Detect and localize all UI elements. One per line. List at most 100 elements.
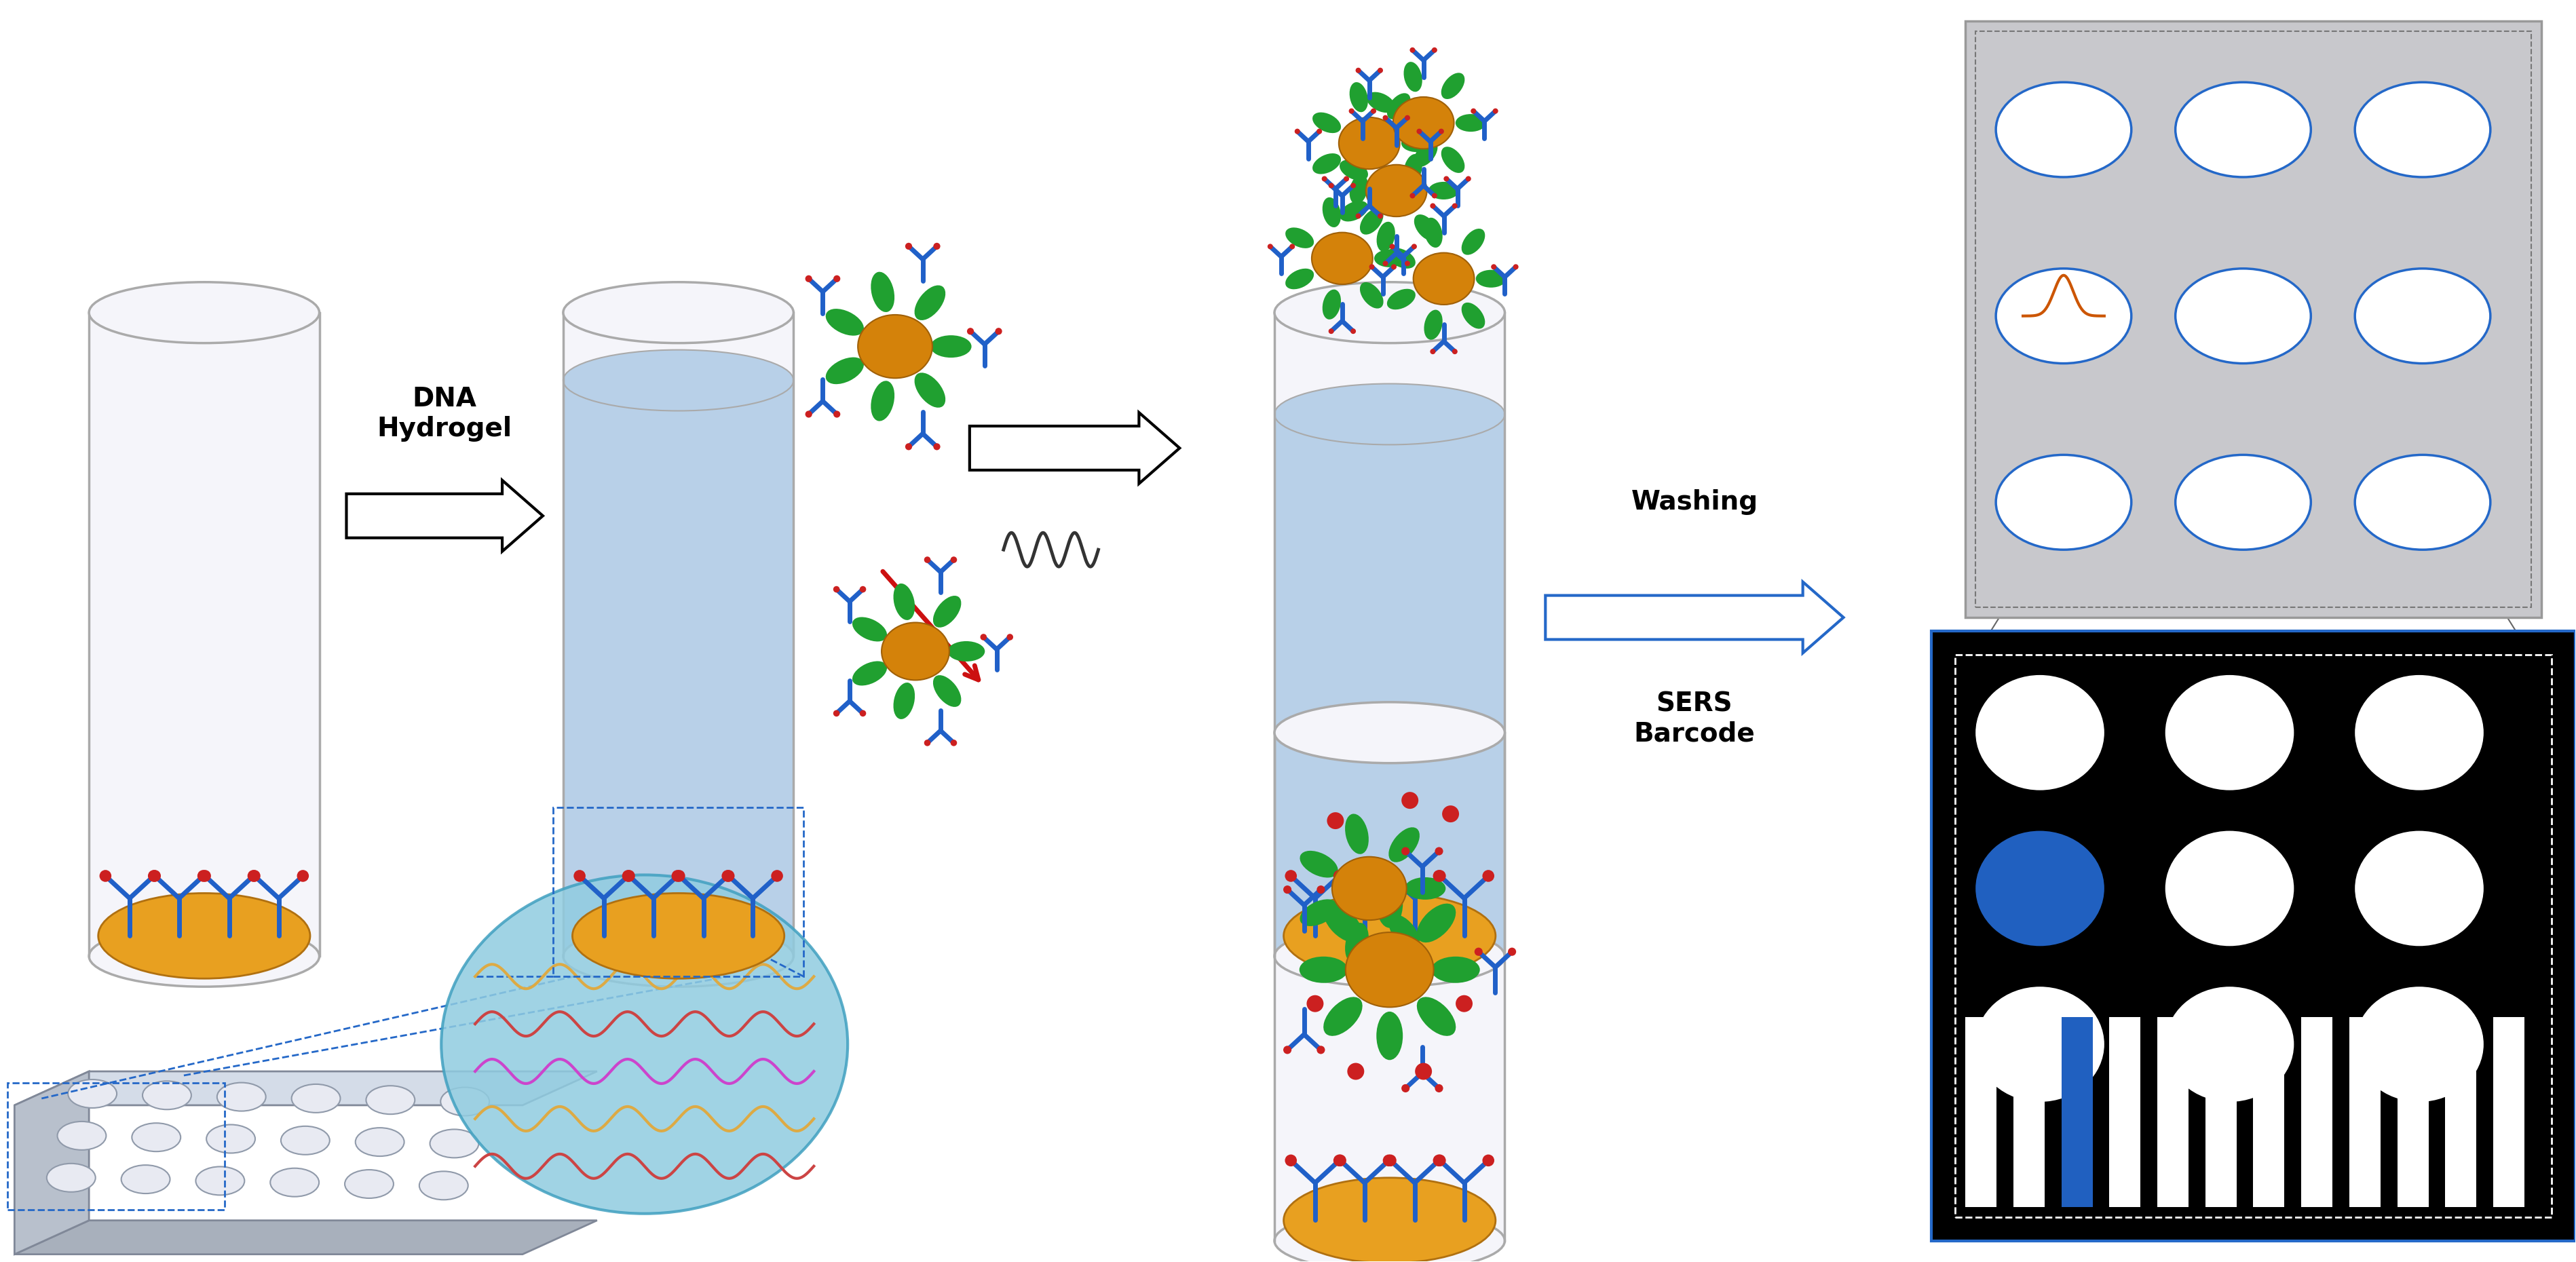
- Ellipse shape: [1409, 193, 1414, 198]
- Ellipse shape: [366, 1085, 415, 1114]
- Ellipse shape: [1283, 886, 1291, 893]
- Ellipse shape: [1285, 227, 1314, 249]
- Ellipse shape: [1435, 870, 1445, 882]
- Ellipse shape: [1996, 454, 2130, 550]
- Ellipse shape: [1283, 1046, 1291, 1054]
- Ellipse shape: [1386, 167, 1412, 193]
- Ellipse shape: [806, 275, 811, 283]
- Ellipse shape: [2166, 675, 2295, 790]
- Ellipse shape: [1368, 264, 1376, 270]
- Ellipse shape: [1324, 997, 1363, 1036]
- Ellipse shape: [1321, 289, 1342, 319]
- Ellipse shape: [881, 622, 951, 680]
- Ellipse shape: [1391, 264, 1396, 270]
- Ellipse shape: [1350, 183, 1355, 188]
- Ellipse shape: [1404, 261, 1409, 266]
- Ellipse shape: [1414, 252, 1473, 304]
- Ellipse shape: [1285, 269, 1314, 289]
- Ellipse shape: [1401, 1084, 1409, 1093]
- Ellipse shape: [1976, 987, 2105, 1102]
- Ellipse shape: [1350, 174, 1368, 204]
- Ellipse shape: [1370, 109, 1376, 114]
- Ellipse shape: [1340, 201, 1368, 222]
- Ellipse shape: [1345, 177, 1350, 182]
- Ellipse shape: [951, 557, 958, 563]
- Ellipse shape: [1432, 48, 1437, 53]
- Ellipse shape: [1298, 957, 1347, 983]
- Ellipse shape: [1417, 997, 1455, 1036]
- Ellipse shape: [1007, 634, 1012, 640]
- Ellipse shape: [57, 1122, 106, 1150]
- Ellipse shape: [2354, 830, 2483, 946]
- Ellipse shape: [904, 242, 912, 250]
- Ellipse shape: [1437, 129, 1445, 134]
- Ellipse shape: [1476, 270, 1507, 288]
- Ellipse shape: [1427, 182, 1458, 199]
- Ellipse shape: [1296, 129, 1301, 134]
- Ellipse shape: [564, 350, 793, 411]
- Ellipse shape: [1334, 870, 1347, 882]
- Ellipse shape: [1435, 847, 1443, 856]
- Ellipse shape: [853, 617, 886, 641]
- Ellipse shape: [672, 870, 683, 882]
- Ellipse shape: [291, 1084, 340, 1113]
- Ellipse shape: [2166, 987, 2295, 1102]
- Ellipse shape: [1473, 948, 1484, 955]
- Ellipse shape: [1440, 146, 1466, 173]
- Ellipse shape: [1996, 82, 2130, 177]
- Ellipse shape: [1285, 1155, 1296, 1166]
- Ellipse shape: [1340, 160, 1368, 180]
- Ellipse shape: [933, 443, 940, 451]
- Ellipse shape: [1376, 1012, 1404, 1060]
- Bar: [1965, 21, 2540, 617]
- Ellipse shape: [1443, 805, 1458, 823]
- Ellipse shape: [904, 443, 912, 451]
- FancyArrow shape: [969, 413, 1180, 483]
- Ellipse shape: [355, 1128, 404, 1156]
- FancyArrow shape: [1546, 582, 1844, 652]
- Ellipse shape: [1455, 114, 1486, 131]
- Ellipse shape: [1996, 269, 2130, 363]
- Ellipse shape: [894, 683, 914, 719]
- Ellipse shape: [1311, 154, 1342, 174]
- Ellipse shape: [914, 285, 945, 321]
- Ellipse shape: [1461, 303, 1484, 329]
- Ellipse shape: [1316, 1046, 1324, 1054]
- Ellipse shape: [1275, 702, 1504, 764]
- Ellipse shape: [1492, 264, 1497, 270]
- Ellipse shape: [1440, 73, 1466, 100]
- Ellipse shape: [966, 328, 974, 334]
- Ellipse shape: [832, 586, 840, 593]
- Ellipse shape: [440, 1088, 489, 1116]
- Text: Washing: Washing: [1631, 490, 1757, 515]
- Ellipse shape: [1350, 109, 1355, 114]
- Ellipse shape: [1329, 183, 1334, 188]
- Ellipse shape: [1285, 870, 1296, 882]
- Ellipse shape: [1432, 957, 1479, 983]
- Ellipse shape: [430, 1129, 479, 1157]
- Ellipse shape: [1376, 880, 1404, 928]
- Ellipse shape: [90, 926, 319, 987]
- Ellipse shape: [564, 926, 793, 987]
- Ellipse shape: [90, 283, 319, 343]
- Ellipse shape: [2354, 82, 2491, 177]
- Ellipse shape: [46, 1164, 95, 1191]
- Ellipse shape: [149, 870, 160, 882]
- Ellipse shape: [914, 372, 945, 408]
- Ellipse shape: [1435, 1155, 1445, 1166]
- Ellipse shape: [1404, 154, 1422, 184]
- FancyArrow shape: [345, 481, 544, 551]
- Ellipse shape: [196, 1166, 245, 1195]
- Ellipse shape: [1383, 1155, 1396, 1166]
- Bar: [2061, 1017, 2092, 1206]
- Ellipse shape: [1432, 870, 1445, 882]
- Polygon shape: [15, 1071, 598, 1106]
- Ellipse shape: [1334, 1155, 1345, 1166]
- Ellipse shape: [871, 381, 894, 422]
- Ellipse shape: [1283, 1177, 1497, 1262]
- Ellipse shape: [1321, 197, 1342, 227]
- Ellipse shape: [270, 1169, 319, 1196]
- Ellipse shape: [147, 870, 160, 882]
- Ellipse shape: [1324, 904, 1363, 943]
- Ellipse shape: [206, 1124, 255, 1153]
